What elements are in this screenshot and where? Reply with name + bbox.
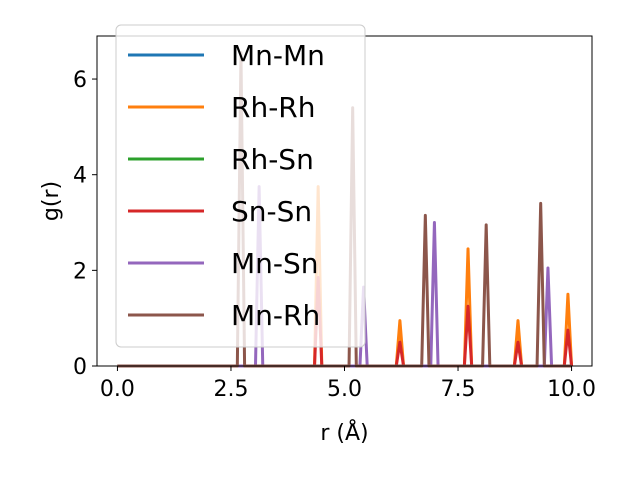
y-tick-label: 0 [73, 355, 87, 380]
x-tick-label: 7.5 [441, 377, 476, 402]
x-axis-ticks: 0.0 2.5 5.0 7.5 10.0 [100, 366, 596, 402]
y-axis-ticks: 0 2 4 6 [73, 68, 97, 380]
x-axis-label: r (Å) [320, 419, 368, 446]
legend-label: Rh-Sn [231, 143, 314, 176]
y-tick-label: 6 [73, 68, 87, 93]
x-tick-label: 10.0 [547, 377, 596, 402]
y-axis-label: g(r) [39, 181, 64, 221]
legend-label: Mn-Rh [231, 299, 320, 332]
legend-label: Mn-Sn [231, 247, 319, 280]
legend-label: Rh-Rh [231, 91, 316, 124]
legend-label: Mn-Mn [231, 39, 325, 72]
x-tick-label: 0.0 [100, 377, 135, 402]
legend-label: Sn-Sn [231, 195, 312, 228]
x-tick-label: 2.5 [213, 377, 248, 402]
y-tick-label: 2 [73, 259, 87, 284]
legend: Mn-Mn Rh-Rh Rh-Sn Sn-Sn Mn-Sn Mn-Rh [115, 24, 366, 348]
y-tick-label: 4 [73, 164, 87, 189]
x-tick-label: 5.0 [327, 377, 362, 402]
